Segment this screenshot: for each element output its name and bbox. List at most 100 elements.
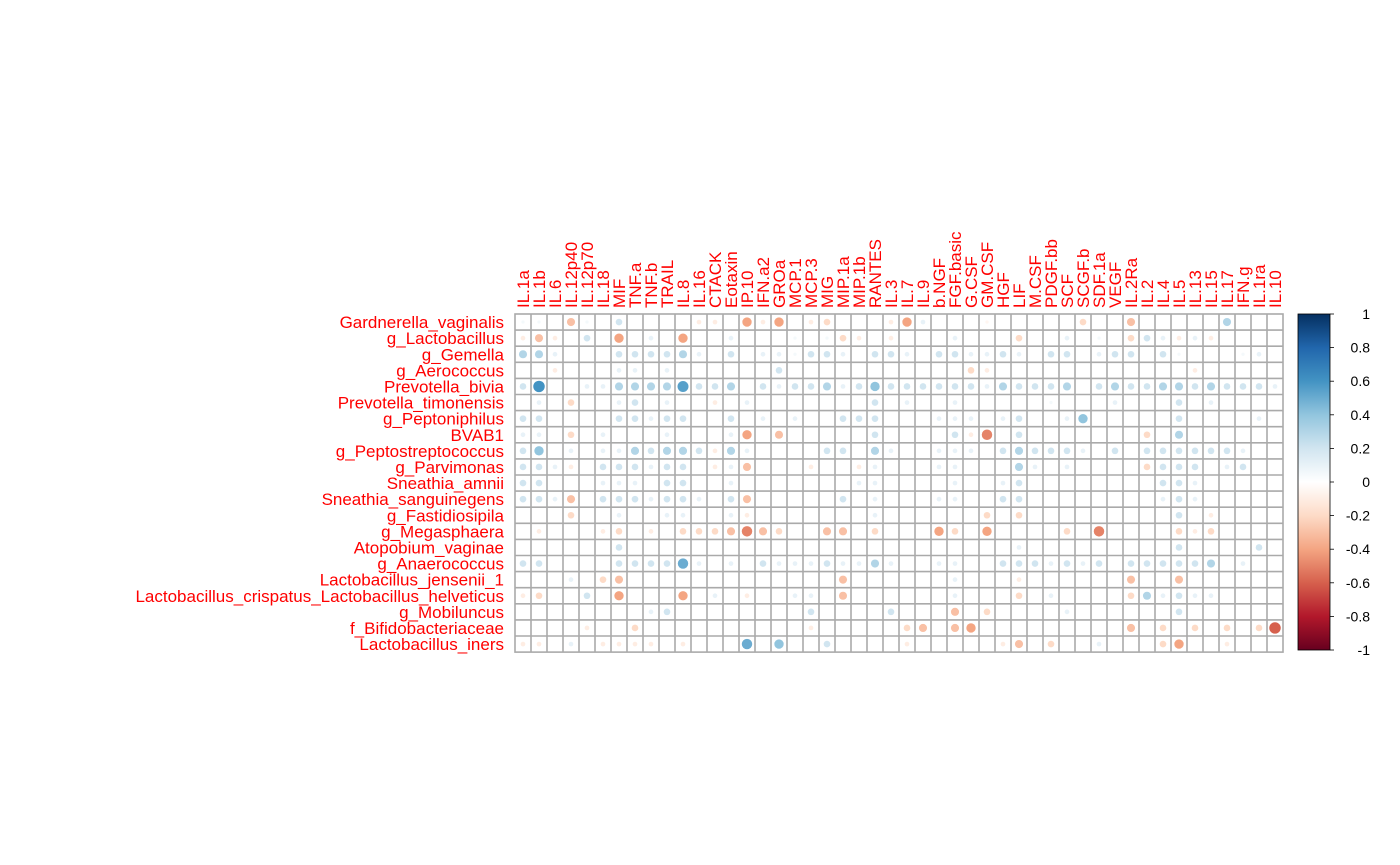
correlation-circle <box>616 368 622 373</box>
correlation-circle <box>761 513 765 517</box>
correlation-circle <box>665 626 669 630</box>
correlation-circle <box>969 546 973 549</box>
correlation-circle <box>1129 546 1133 549</box>
correlation-circle <box>1126 318 1136 327</box>
correlation-circle <box>871 399 879 406</box>
correlation-circle <box>662 382 672 391</box>
correlation-circle <box>1145 401 1149 404</box>
correlation-circle <box>1225 336 1229 340</box>
correlation-circle <box>1192 480 1198 486</box>
correlation-circle <box>1255 544 1263 551</box>
correlation-circle <box>1257 578 1261 582</box>
correlation-circle <box>855 383 863 390</box>
correlation-circle <box>1015 592 1023 600</box>
row-label: Atopobium_vaginae <box>354 538 504 557</box>
correlation-circle <box>839 495 847 503</box>
column-label: IL.7 <box>898 280 917 308</box>
correlation-circle <box>1193 352 1197 356</box>
correlation-circle <box>1129 433 1133 437</box>
correlation-circle <box>1097 336 1101 340</box>
correlation-circle <box>809 578 813 582</box>
correlation-circle <box>552 368 558 373</box>
correlation-circle <box>807 608 815 616</box>
correlation-circle <box>1049 368 1053 372</box>
correlation-circle <box>1093 526 1105 537</box>
correlation-circle <box>663 495 671 503</box>
correlation-circle <box>585 562 589 565</box>
correlation-circle <box>601 626 605 630</box>
correlation-circle <box>1193 610 1197 614</box>
correlation-circle <box>936 448 942 454</box>
correlation-circle <box>1257 513 1261 517</box>
correlation-circle <box>1225 497 1229 501</box>
correlation-circle <box>1159 560 1167 567</box>
correlation-circle <box>744 400 750 405</box>
correlation-circle <box>793 642 797 646</box>
correlation-circle <box>825 513 829 517</box>
correlation-circle <box>584 384 590 389</box>
correlation-circle <box>1273 513 1277 517</box>
row-label: g_Mobiluncus <box>399 603 504 622</box>
correlation-circle <box>569 481 573 485</box>
correlation-circle <box>1065 642 1069 646</box>
correlation-circle <box>1225 578 1229 582</box>
correlation-circle <box>663 560 671 567</box>
correlation-circle <box>1113 594 1117 598</box>
correlation-circle <box>1129 642 1133 646</box>
correlation-circle <box>905 513 909 517</box>
correlation-circle <box>1097 594 1101 598</box>
correlation-circle <box>969 497 973 501</box>
column-label: IL.2 <box>1138 280 1157 308</box>
correlation-circle <box>1145 642 1149 646</box>
column-label: GROa <box>770 259 789 308</box>
correlation-circle <box>585 465 589 469</box>
correlation-circle <box>601 368 605 372</box>
correlation-circle <box>1113 610 1117 614</box>
correlation-circle <box>745 352 749 356</box>
correlation-circle <box>921 449 925 453</box>
correlation-circle <box>825 433 829 437</box>
row-label: f_Bifidobacteriaceae <box>350 619 504 638</box>
correlation-circle <box>696 351 702 357</box>
correlation-circle <box>535 560 543 567</box>
correlation-circle <box>825 546 829 549</box>
correlation-circle <box>569 610 573 614</box>
correlation-circle <box>745 417 749 421</box>
correlation-circle <box>952 496 958 502</box>
correlation-circle <box>776 351 782 357</box>
correlation-circle <box>665 594 669 598</box>
correlation-circle <box>761 481 765 485</box>
correlation-circle <box>1145 481 1149 485</box>
correlation-circle <box>761 465 765 469</box>
correlation-circle <box>1241 594 1245 598</box>
column-label: IL.16 <box>690 270 709 308</box>
correlation-circle <box>585 546 589 549</box>
correlation-circle <box>536 529 542 534</box>
correlation-circle <box>601 546 605 549</box>
correlation-circle <box>905 417 909 421</box>
correlation-circle <box>937 610 941 614</box>
correlation-circle <box>1081 433 1085 437</box>
correlation-circle <box>873 642 877 646</box>
correlation-circle <box>1176 335 1182 341</box>
correlation-circle <box>1209 368 1213 372</box>
correlation-circle <box>1225 562 1229 565</box>
correlation-circle <box>825 481 829 485</box>
correlation-circle <box>1142 591 1152 600</box>
correlation-circle <box>1191 447 1199 455</box>
row-label: Lactobacillus_iners <box>359 635 504 654</box>
correlation-circle <box>1273 417 1277 421</box>
correlation-circle <box>841 642 845 646</box>
correlation-circle <box>615 350 623 358</box>
correlation-circle <box>1241 401 1245 404</box>
correlation-circle <box>1015 479 1023 487</box>
correlation-circle <box>633 594 637 598</box>
correlation-circle <box>1097 417 1101 421</box>
correlation-circle <box>1193 513 1197 517</box>
column-label: IL.4 <box>1154 280 1173 308</box>
correlation-circle <box>566 495 576 504</box>
correlation-circle <box>729 626 733 630</box>
correlation-circle <box>745 546 749 549</box>
correlation-circle <box>1273 529 1277 533</box>
correlation-circle <box>697 481 701 485</box>
